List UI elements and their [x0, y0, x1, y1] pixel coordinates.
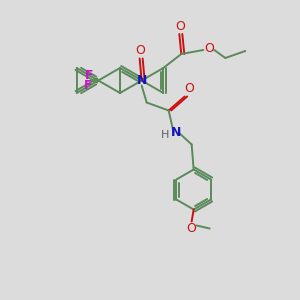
Text: N: N: [136, 74, 147, 87]
Text: H: H: [160, 130, 169, 140]
Text: F: F: [84, 79, 93, 92]
Text: O: O: [176, 20, 185, 32]
Text: O: O: [185, 82, 195, 95]
Text: N: N: [170, 126, 181, 139]
Text: O: O: [136, 44, 146, 57]
Text: F: F: [85, 69, 94, 82]
Text: O: O: [187, 222, 196, 235]
Text: O: O: [204, 43, 214, 56]
